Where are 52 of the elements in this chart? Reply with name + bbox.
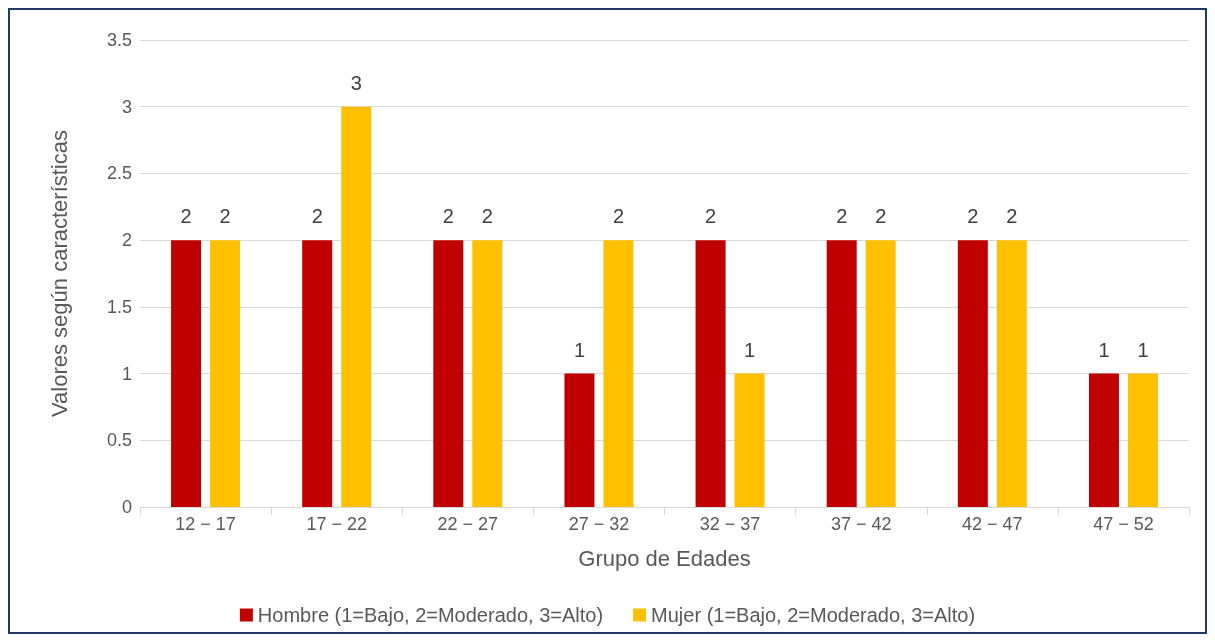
y-tick-label: 2.5 bbox=[106, 163, 132, 184]
y-tick-label: 0 bbox=[121, 497, 132, 517]
y-tick-label: 3.5 bbox=[106, 30, 132, 50]
data-label: 1 bbox=[1137, 338, 1149, 361]
data-label: 2 bbox=[481, 205, 493, 228]
bar bbox=[1127, 373, 1158, 507]
bar bbox=[564, 373, 595, 507]
y-tick-label: 3 bbox=[121, 96, 132, 117]
bar bbox=[957, 240, 988, 507]
data-label: 1 bbox=[744, 338, 756, 361]
legend-label: Hombre (1=Bajo, 2=Moderado, 3=Alto) bbox=[257, 604, 604, 626]
bar bbox=[734, 373, 765, 507]
data-label: 2 bbox=[219, 205, 231, 228]
data-label: 2 bbox=[705, 205, 717, 228]
data-label: 1 bbox=[1098, 338, 1110, 361]
bar bbox=[210, 240, 241, 507]
x-tick-label: 42 − 47 bbox=[962, 514, 1023, 534]
bar bbox=[171, 240, 202, 507]
bar bbox=[472, 240, 503, 507]
x-tick-label: 17 − 22 bbox=[306, 514, 367, 534]
x-tick-label: 22 − 27 bbox=[437, 514, 499, 534]
y-tick-label: 1.5 bbox=[106, 296, 132, 317]
data-label: 1 bbox=[573, 338, 585, 361]
data-label: 2 bbox=[311, 205, 323, 228]
data-label: 2 bbox=[1006, 205, 1018, 228]
y-axis-title: Valores según características bbox=[46, 130, 72, 417]
x-tick-label: 32 − 37 bbox=[699, 514, 761, 534]
data-label: 2 bbox=[442, 205, 454, 228]
x-tick-label: 12 − 17 bbox=[175, 514, 236, 534]
y-tick-label: 1 bbox=[121, 363, 132, 384]
data-label: 2 bbox=[612, 205, 624, 228]
bar bbox=[996, 240, 1027, 507]
data-label: 2 bbox=[967, 205, 979, 228]
bar bbox=[865, 240, 896, 507]
data-label: 2 bbox=[180, 205, 192, 228]
bar bbox=[1088, 373, 1119, 507]
y-tick-label: 2 bbox=[121, 230, 132, 251]
bar bbox=[603, 240, 634, 507]
y-tick-label: 0.5 bbox=[106, 430, 132, 451]
bar bbox=[695, 240, 726, 507]
legend-label: Mujer (1=Bajo, 2=Moderado, 3=Alto) bbox=[651, 604, 976, 626]
bar bbox=[433, 240, 464, 507]
x-tick-label: 37 − 42 bbox=[830, 514, 892, 534]
x-tick-label: 47 − 52 bbox=[1093, 514, 1154, 534]
bar bbox=[341, 106, 372, 507]
x-axis-title: Grupo de Edades bbox=[578, 545, 751, 571]
bar bbox=[826, 240, 857, 507]
bar bbox=[302, 240, 333, 507]
data-label: 2 bbox=[875, 205, 887, 228]
data-label: 2 bbox=[836, 205, 848, 228]
x-tick-label: 27 − 32 bbox=[568, 514, 630, 534]
data-label: 3 bbox=[350, 71, 362, 94]
